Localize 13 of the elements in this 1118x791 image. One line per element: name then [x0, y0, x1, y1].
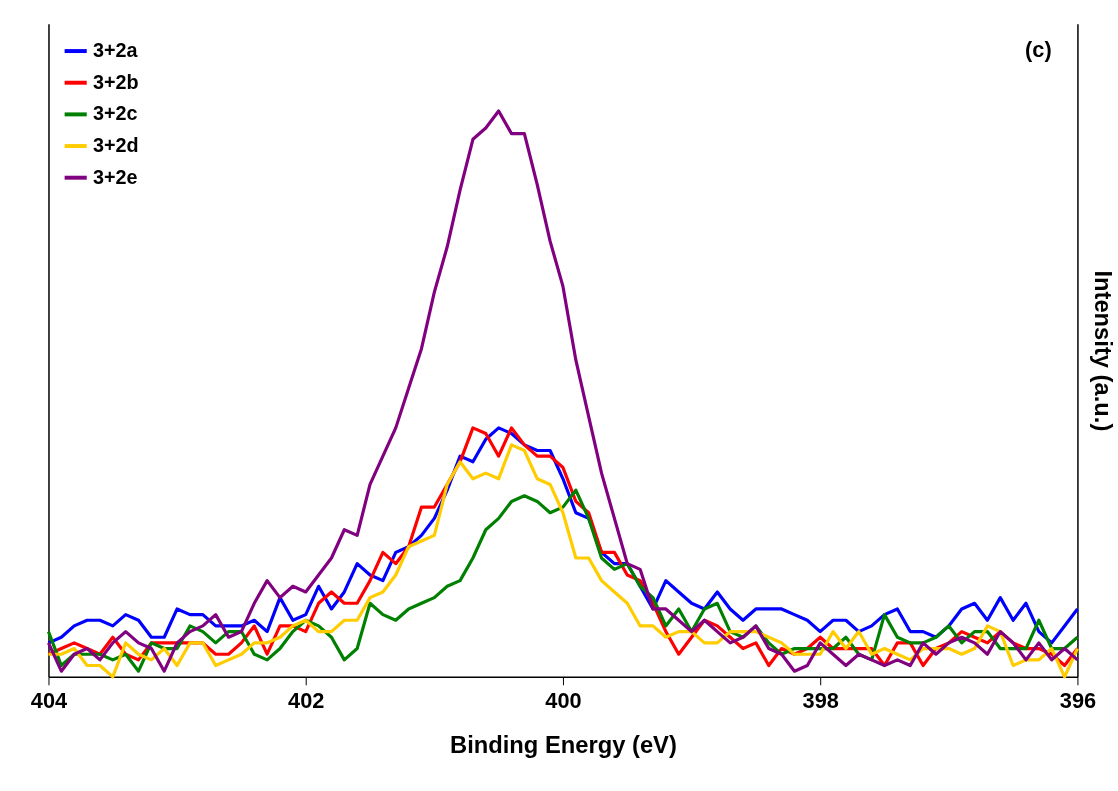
- x-tick-label: 400: [545, 688, 582, 714]
- legend-label: 3+2d: [93, 133, 139, 156]
- legend-label: 3+2b: [93, 70, 139, 93]
- x-tick-label: 404: [30, 688, 68, 714]
- legend-label: 3+2c: [93, 102, 138, 125]
- x-tick-label: 396: [1059, 688, 1097, 714]
- x-axis-title: Binding Energy (eV): [450, 731, 677, 758]
- legend-label: 3+2a: [93, 39, 139, 61]
- text: (c): [1025, 36, 1052, 62]
- x-tick-label: 398: [802, 688, 839, 714]
- legend-label: 3+2e: [93, 165, 138, 188]
- y-axis-title: Intensity (a.u.): [1089, 270, 1116, 432]
- x-tick-label: 402: [288, 688, 325, 714]
